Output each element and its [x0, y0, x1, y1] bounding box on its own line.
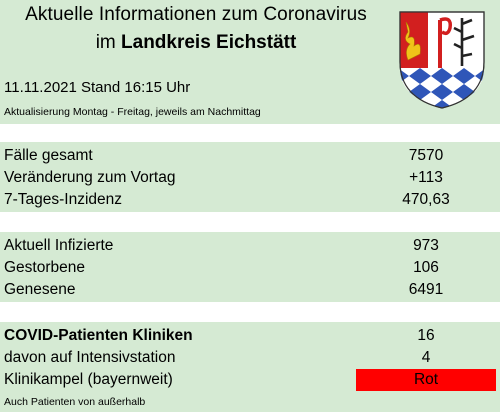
table-row: Klinikampel (bayernweit) Rot: [0, 369, 500, 391]
row-value: 16: [417, 327, 435, 344]
table-row: COVID-Patienten Kliniken 16: [0, 325, 500, 347]
table-row: Veränderung zum Vortag +113: [0, 167, 500, 189]
row-label: 7-Tages-Inzidenz: [4, 191, 123, 208]
footer-note: Auch Patienten von außerhalb: [4, 396, 146, 408]
row-label: davon auf Intensivstation: [4, 349, 176, 366]
subtitle-prefix: im: [95, 32, 122, 53]
table-row: 7-Tages-Inzidenz 470,63: [0, 189, 500, 211]
row-value: Rot: [413, 371, 439, 388]
row-label: Genesene: [4, 281, 76, 298]
row-value: +113: [409, 169, 443, 186]
row-value: 106: [413, 259, 439, 276]
separator: [0, 212, 500, 232]
table-row: davon auf Intensivstation 4: [0, 347, 500, 369]
row-value: 470,63: [402, 191, 450, 208]
separator: [0, 302, 500, 322]
row-value: 973: [413, 237, 439, 254]
row-value: 6491: [408, 281, 444, 298]
page-subtitle: im Landkreis Eichstätt: [0, 32, 392, 54]
row-label: COVID-Patienten Kliniken: [4, 327, 193, 344]
row-label: Aktuell Infizierte: [4, 237, 114, 254]
table-row: Aktuell Infizierte 973: [0, 235, 500, 257]
row-label: Gestorbene: [4, 259, 85, 276]
row-label: Veränderung zum Vortag: [4, 169, 176, 186]
subtitle-district: Landkreis Eichstätt: [121, 32, 297, 53]
ampel-status-badge: [356, 369, 496, 391]
table-row: Genesene 6491: [0, 279, 500, 301]
row-label: Fälle gesamt: [4, 147, 93, 164]
row-value: 7570: [408, 147, 444, 164]
table-row: Fälle gesamt 7570: [0, 145, 500, 167]
separator: [0, 124, 500, 142]
update-note: Aktualisierung Montag - Freitag, jeweils…: [4, 106, 261, 118]
table-row: Gestorbene 106: [0, 257, 500, 279]
row-label: Klinikampel (bayernweit): [4, 371, 173, 388]
page-title: Aktuelle Informationen zum Coronavirus: [25, 4, 367, 25]
coat-of-arms-icon: [399, 11, 485, 109]
row-value: 4: [421, 349, 431, 366]
status-date: 11.11.2021 Stand 16:15 Uhr: [4, 79, 191, 96]
